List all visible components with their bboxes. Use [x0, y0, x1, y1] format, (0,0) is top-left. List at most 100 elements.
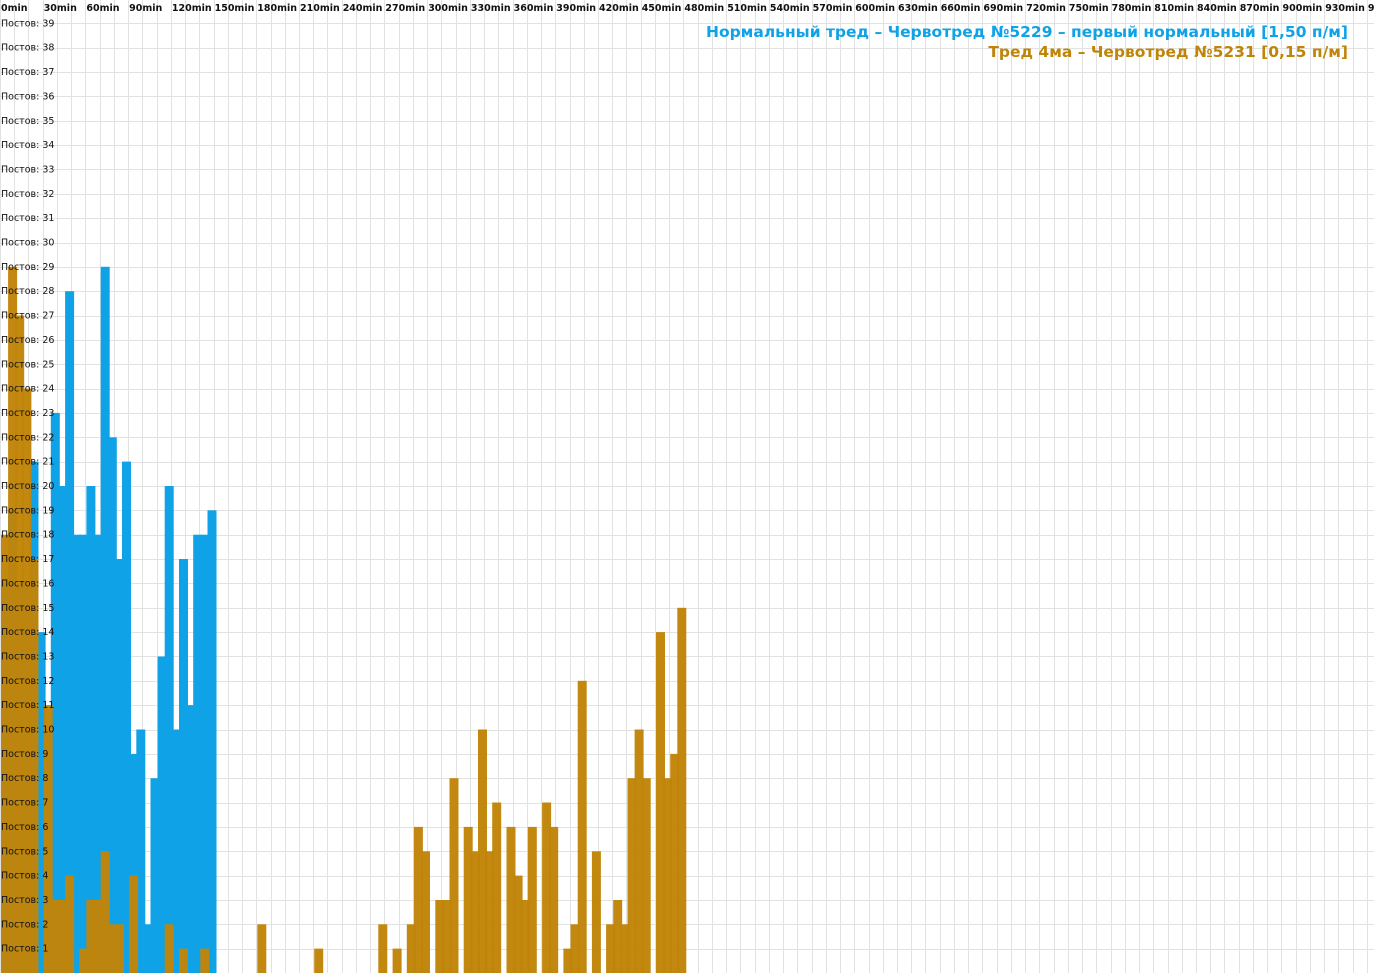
- bar-4ma-thread: [677, 607, 687, 973]
- x-tick-label: 90min: [129, 3, 162, 14]
- bar-4ma-thread: [43, 705, 53, 973]
- bar-4ma-thread: [620, 924, 630, 973]
- y-tick-label: Постов: 15: [1, 603, 54, 614]
- x-tick-label: 960min: [1368, 3, 1374, 14]
- bar-4ma-thread: [65, 875, 75, 973]
- x-tick-label: 210min: [300, 3, 340, 14]
- bar-normal-thread: [193, 534, 203, 973]
- bar-4ma-thread: [577, 680, 587, 973]
- bar-normal-thread: [186, 705, 196, 973]
- y-tick-label: Постов: 9: [1, 749, 48, 760]
- bar-4ma-thread: [392, 948, 402, 973]
- x-tick-label: 630min: [898, 3, 938, 14]
- bar-normal-thread: [200, 534, 210, 973]
- bar-4ma-thread: [435, 900, 445, 973]
- y-tick-label: Постов: 29: [1, 262, 54, 273]
- bar-4ma-thread: [527, 826, 537, 973]
- bar-4ma-thread: [93, 900, 103, 973]
- x-tick-label: 300min: [428, 3, 468, 14]
- bar-4ma-thread: [129, 875, 139, 973]
- x-tick-label: 540min: [770, 3, 810, 14]
- bar-4ma-thread: [542, 802, 552, 973]
- bar-4ma-thread: [570, 924, 580, 973]
- bar-normal-thread: [122, 461, 131, 973]
- x-tick-label: 330min: [471, 3, 511, 14]
- bar-4ma-thread: [58, 900, 67, 973]
- y-tick-label: Постов: 31: [1, 213, 54, 224]
- x-tick-label: 450min: [642, 3, 682, 14]
- y-tick-label: Постов: 13: [1, 652, 54, 663]
- y-tick-label: Постов: 8: [1, 773, 48, 784]
- x-tick-label: 870min: [1240, 3, 1280, 14]
- y-tick-label: Постов: 5: [1, 846, 48, 857]
- bar-normal-thread: [164, 486, 174, 973]
- bar-normal-thread: [157, 656, 167, 973]
- bar-4ma-thread: [15, 315, 25, 973]
- x-tick-label: 810min: [1154, 3, 1194, 14]
- x-tick-label: 0min: [1, 3, 28, 14]
- bar-4ma-thread: [549, 826, 559, 973]
- y-tick-label: Постов: 7: [1, 798, 48, 809]
- bar-normal-thread: [129, 753, 139, 973]
- bar-4ma-thread: [29, 559, 39, 973]
- x-tick-label: 480min: [684, 3, 724, 14]
- y-tick-label: Постов: 21: [1, 457, 54, 468]
- x-tick-label: 900min: [1283, 3, 1323, 14]
- bar-normal-thread: [143, 924, 153, 973]
- y-tick-label: Постов: 19: [1, 505, 54, 516]
- bar-normal-thread: [50, 412, 60, 973]
- bar-normal-thread: [58, 486, 67, 973]
- bar-4ma-thread: [449, 778, 459, 973]
- bar-4ma-thread: [50, 900, 60, 973]
- y-tick-label: Постов: 22: [1, 432, 54, 443]
- bar-4ma-thread: [100, 851, 110, 973]
- bar-normal-thread: [72, 534, 82, 973]
- y-tick-label: Постов: 16: [1, 578, 54, 589]
- bar-4ma-thread: [442, 900, 452, 973]
- y-tick-label: Постов: 3: [1, 895, 48, 906]
- bar-4ma-thread: [656, 632, 665, 973]
- y-tick-label: Постов: 11: [1, 700, 54, 711]
- y-tick-label: Постов: 12: [1, 676, 54, 687]
- bar-4ma-thread: [606, 924, 616, 973]
- bar-4ma-thread: [421, 851, 430, 973]
- bar-normal-thread: [36, 632, 46, 973]
- y-tick-label: Постов: 10: [1, 725, 54, 736]
- y-tick-label: Постов: 25: [1, 359, 54, 370]
- bar-normal-thread: [86, 486, 96, 973]
- y-tick-label: Постов: 28: [1, 286, 54, 297]
- y-tick-label: Постов: 36: [1, 91, 54, 102]
- x-tick-label: 120min: [172, 3, 212, 14]
- y-tick-label: Постов: 2: [1, 919, 48, 930]
- bar-4ma-thread: [513, 875, 523, 973]
- bar-normal-thread: [93, 534, 103, 973]
- bar-4ma-thread: [164, 924, 174, 973]
- y-tick-label: Постов: 4: [1, 871, 48, 882]
- y-tick-label: Постов: 18: [1, 530, 54, 541]
- bar-4ma-thread: [478, 729, 487, 973]
- bar-4ma-thread: [492, 802, 502, 973]
- bar-4ma-thread: [257, 924, 267, 973]
- bar-normal-thread: [136, 729, 146, 973]
- bar-4ma-thread: [200, 948, 210, 973]
- y-tick-label: Постов: 33: [1, 164, 54, 175]
- bar-normal-thread: [207, 510, 217, 973]
- bars: [1, 266, 687, 973]
- y-tick-label: Постов: 39: [1, 18, 54, 29]
- bar-normal-thread: [107, 437, 117, 973]
- bar-normal-thread: [100, 266, 110, 973]
- y-tick-label: Постов: 38: [1, 43, 54, 54]
- bar-4ma-thread: [86, 900, 96, 973]
- bar-4ma-thread: [470, 851, 480, 973]
- bar-4ma-thread: [114, 924, 124, 973]
- x-tick-label: 690min: [983, 3, 1023, 14]
- y-tick-label: Постов: 17: [1, 554, 54, 565]
- y-tick-label: Постов: 20: [1, 481, 54, 492]
- x-tick-label: 150min: [215, 3, 255, 14]
- bar-4ma-thread: [22, 388, 32, 973]
- y-tick-label: Постов: 24: [1, 384, 54, 395]
- bar-4ma-thread: [463, 826, 473, 973]
- legend-entry-normal-thread: Нормальный тред – Червотред №5229 – перв…: [706, 23, 1348, 41]
- y-tick-label: Постов: 30: [1, 238, 54, 249]
- x-tick-label: 840min: [1197, 3, 1237, 14]
